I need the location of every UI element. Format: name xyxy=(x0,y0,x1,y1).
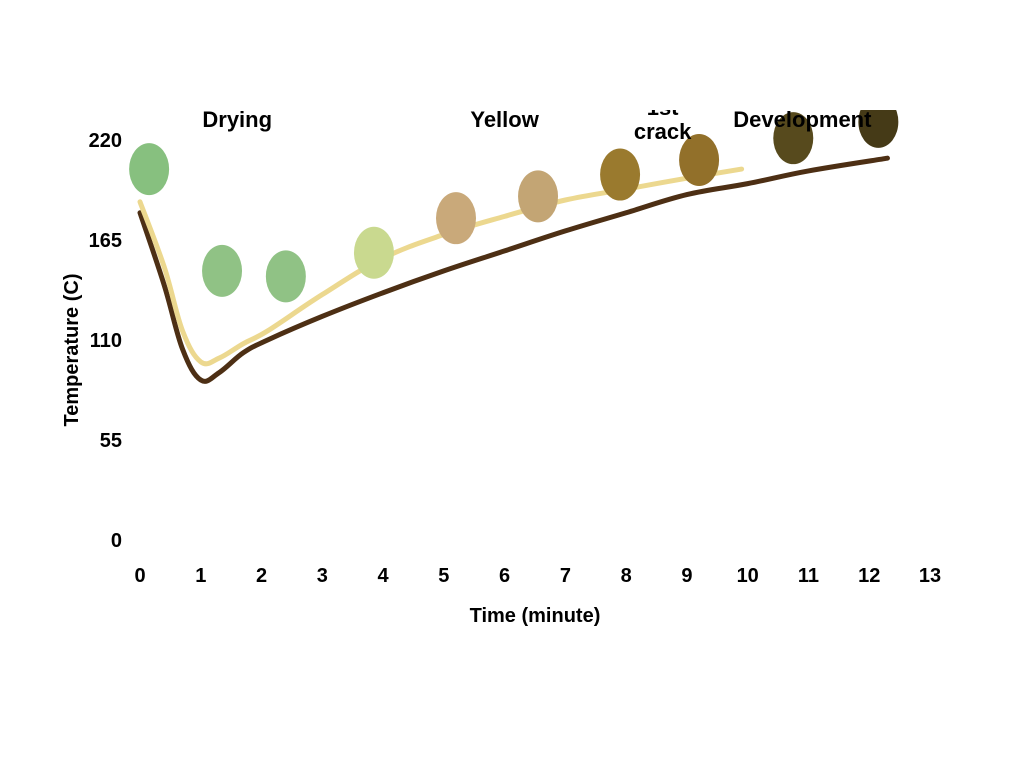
y-tick-label: 165 xyxy=(89,230,122,252)
chart-svg: 055110165220012345678910111213Time (minu… xyxy=(60,110,960,630)
x-tick-label: 4 xyxy=(378,565,390,587)
x-tick-label: 0 xyxy=(134,565,145,587)
bean-marker xyxy=(202,245,242,297)
x-tick-label: 10 xyxy=(737,565,759,587)
bean-marker xyxy=(129,143,169,195)
stage-label: Drying xyxy=(202,110,272,132)
bean-marker xyxy=(354,227,394,279)
x-tick-label: 5 xyxy=(438,565,449,587)
x-tick-label: 6 xyxy=(499,565,510,587)
roast-profile-chart: 055110165220012345678910111213Time (minu… xyxy=(60,110,960,630)
stage-label: crack xyxy=(634,119,692,144)
x-tick-label: 2 xyxy=(256,565,267,587)
bean-marker xyxy=(436,192,476,244)
x-tick-label: 9 xyxy=(681,565,692,587)
y-tick-label: 220 xyxy=(89,130,122,152)
x-tick-label: 1 xyxy=(195,565,206,587)
x-tick-label: 7 xyxy=(560,565,571,587)
y-tick-label: 110 xyxy=(90,330,122,352)
stage-label: Yellow xyxy=(470,110,539,132)
stage-label: Development xyxy=(733,110,872,132)
y-axis-label: Temperature (C) xyxy=(61,274,83,427)
curve-bean-temp xyxy=(140,158,887,381)
bean-marker xyxy=(600,149,640,201)
bean-marker xyxy=(266,250,306,302)
y-tick-label: 55 xyxy=(100,430,122,452)
x-tick-label: 12 xyxy=(858,565,880,587)
x-tick-label: 8 xyxy=(621,565,632,587)
x-tick-label: 3 xyxy=(317,565,328,587)
y-tick-label: 0 xyxy=(111,530,122,552)
x-axis-label: Time (minute) xyxy=(470,605,601,627)
x-tick-label: 13 xyxy=(919,565,941,587)
bean-marker xyxy=(518,170,558,222)
x-tick-label: 11 xyxy=(798,565,819,587)
